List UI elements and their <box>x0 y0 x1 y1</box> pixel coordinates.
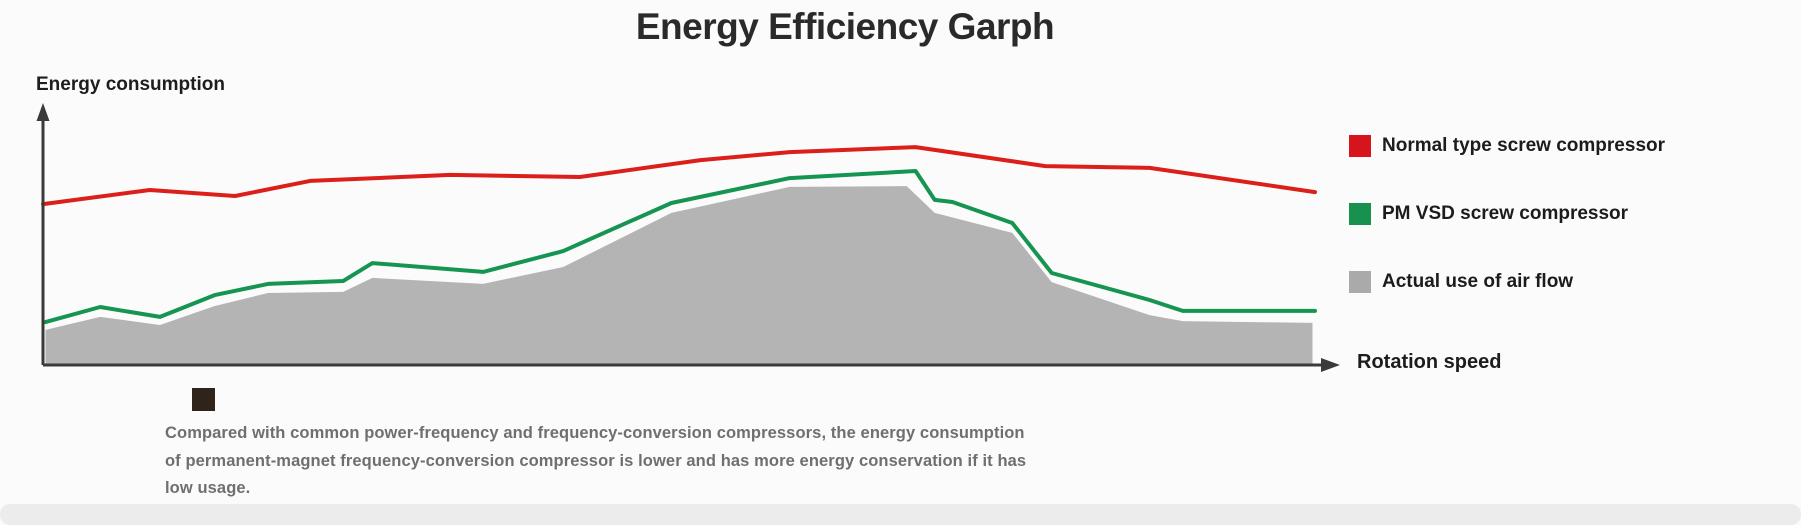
footnote-line: Compared with common power-frequency and… <box>165 424 1025 442</box>
series-normal-type-screw-compressor <box>41 145 1317 207</box>
red-square-icon <box>1349 135 1371 157</box>
note-bullet-square-icon <box>192 388 215 411</box>
legend-item-normal-compressor: Normal type screw compressor <box>1349 134 1665 158</box>
footnote-line: of permanent-magnet frequency-conversion… <box>165 451 1027 470</box>
chart-title: Energy Efficiency Garph <box>635 6 1055 47</box>
footnote-line: low usage. <box>165 479 251 497</box>
footnote: Compared with common power-frequency and… <box>165 420 1026 503</box>
gray-square-icon <box>1349 271 1371 293</box>
series-layer <box>41 145 1317 364</box>
legend-label: Actual use of air flow <box>1382 271 1574 292</box>
x-axis-label: Rotation speed <box>1357 351 1502 373</box>
series-pm-vsd-screw-compressor <box>43 169 1317 325</box>
y-axis-label: Energy consumption <box>36 74 225 95</box>
y-axis-arrow-icon <box>36 103 50 121</box>
scan-artifact-band <box>0 504 1801 525</box>
series-actual-use-of-air-flow <box>45 186 1313 364</box>
green-square-icon <box>1349 203 1371 225</box>
legend: Normal type screw compressor PM VSD scre… <box>1349 134 1665 338</box>
legend-item-air-flow: Actual use of air flow <box>1349 270 1665 294</box>
legend-label: Normal type screw compressor <box>1382 135 1666 156</box>
legend-label: PM VSD screw compressor <box>1382 203 1629 224</box>
x-axis-arrow-icon <box>1321 358 1340 372</box>
legend-item-pm-vsd-compressor: PM VSD screw compressor <box>1349 202 1665 226</box>
